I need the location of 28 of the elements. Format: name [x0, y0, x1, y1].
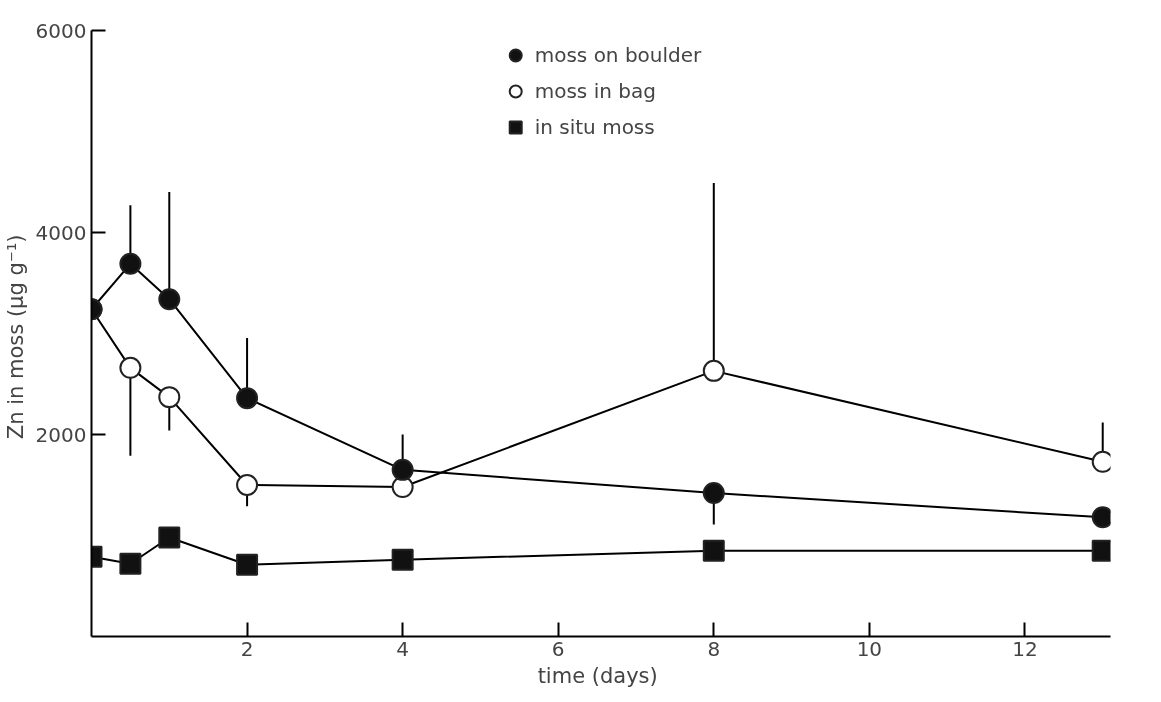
x-axis-title: time (days): [537, 663, 658, 688]
x-tick-label: 6: [551, 636, 565, 661]
point: [236, 553, 259, 576]
point: [119, 252, 142, 275]
y-tick-label: 6000: [35, 18, 87, 43]
point: [119, 552, 142, 575]
legend-label: in situ moss: [534, 115, 655, 139]
point: [702, 539, 725, 562]
x-tick-label: 2: [240, 636, 254, 661]
point: [119, 356, 142, 379]
point: [391, 548, 414, 571]
point: [158, 386, 181, 409]
y-tick-label: 4000: [35, 220, 87, 245]
point: [236, 387, 259, 410]
x-tick-label: 12: [1012, 636, 1038, 661]
point: [158, 288, 181, 311]
point: [391, 458, 414, 481]
point: [702, 359, 725, 382]
legend-label: moss in bag: [534, 79, 656, 103]
point: [236, 474, 259, 496]
point: [702, 482, 725, 505]
x-tick-label: 10: [856, 636, 883, 661]
x-tick-label: 8: [707, 636, 721, 661]
point: [158, 526, 181, 549]
y-tick-label: 2000: [35, 422, 87, 447]
x-tick-label: 4: [396, 636, 410, 661]
y-axis-title: Zn in moss (μg g⁻¹): [3, 234, 28, 440]
legend-label: moss on boulder: [534, 43, 702, 67]
